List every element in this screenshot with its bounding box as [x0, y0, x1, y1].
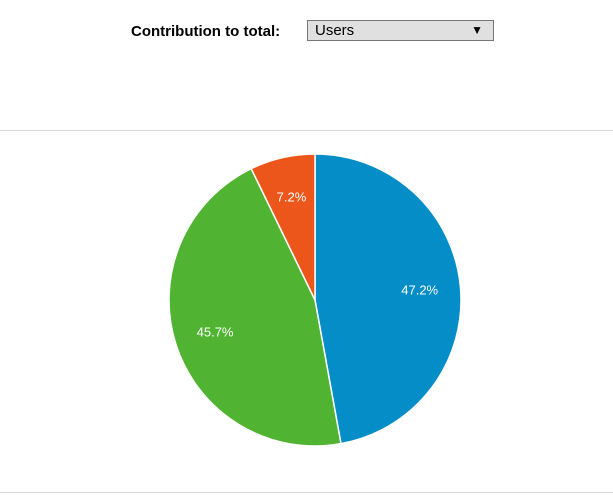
contribution-control: Contribution to total: Users ▼: [0, 20, 613, 43]
pie-slice-2[interactable]: [250, 153, 316, 301]
pie-slice-1[interactable]: [168, 167, 342, 447]
dropdown-arrow-icon: ▼: [471, 23, 483, 37]
pie-slice-label-2: 7.2%: [277, 190, 307, 205]
metric-select[interactable]: Users ▼: [307, 20, 494, 41]
metric-select-value: Users: [315, 22, 355, 39]
pie-slice-0[interactable]: [314, 153, 462, 445]
divider-top: [0, 130, 613, 131]
pie-slice-label-1: 45.7%: [197, 325, 234, 340]
contribution-label: Contribution to total:: [131, 23, 281, 40]
pie-slice-label-0: 47.2%: [401, 283, 438, 298]
divider-bottom: [0, 492, 613, 493]
